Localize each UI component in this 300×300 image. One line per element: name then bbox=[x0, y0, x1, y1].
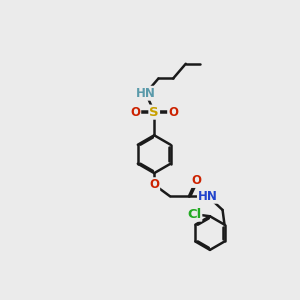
Text: S: S bbox=[149, 106, 159, 118]
Text: Cl: Cl bbox=[187, 208, 201, 220]
Text: HN: HN bbox=[198, 190, 218, 203]
Text: O: O bbox=[168, 106, 178, 118]
Text: O: O bbox=[149, 178, 159, 191]
Text: O: O bbox=[130, 106, 140, 118]
Text: O: O bbox=[191, 174, 201, 187]
Text: HN: HN bbox=[136, 87, 156, 100]
